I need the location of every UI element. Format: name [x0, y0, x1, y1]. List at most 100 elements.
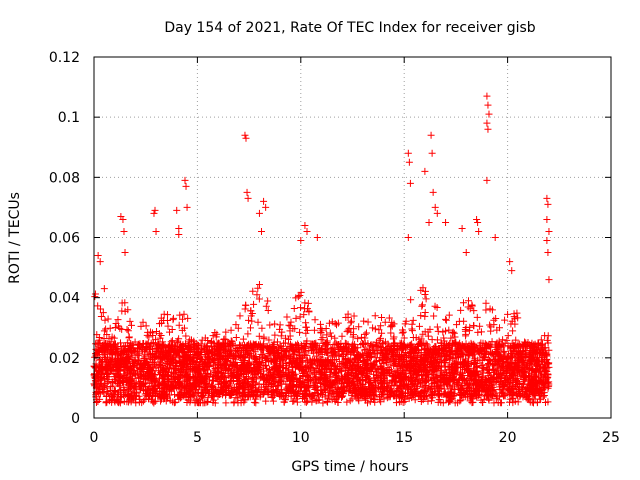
- data-point: [91, 293, 99, 301]
- data-point: [540, 364, 548, 372]
- data-point: [273, 355, 281, 363]
- data-point: [276, 321, 284, 329]
- data-point: [322, 324, 330, 332]
- data-point: [270, 378, 278, 386]
- data-point: [192, 346, 200, 354]
- data-point: [297, 288, 305, 296]
- data-point: [493, 393, 501, 401]
- data-point: [175, 390, 183, 398]
- data-point: [417, 349, 425, 357]
- data-points: [90, 92, 553, 407]
- data-point: [99, 309, 107, 317]
- data-point: [107, 391, 115, 399]
- data-point: [147, 389, 155, 397]
- data-point: [523, 384, 531, 392]
- data-point: [163, 376, 171, 384]
- data-point: [451, 399, 459, 407]
- data-point: [373, 338, 381, 346]
- data-point: [288, 372, 296, 380]
- data-point: [96, 305, 104, 313]
- data-point: [339, 359, 347, 367]
- data-point: [334, 344, 342, 352]
- data-point: [134, 340, 142, 348]
- data-point: [511, 315, 519, 323]
- data-point: [226, 351, 234, 359]
- data-point: [244, 380, 252, 388]
- data-point: [175, 321, 183, 329]
- data-point: [316, 361, 324, 369]
- data-point: [397, 362, 405, 370]
- data-point: [103, 371, 111, 379]
- data-point: [412, 334, 420, 342]
- data-point: [442, 346, 450, 354]
- data-point: [139, 346, 147, 354]
- data-point: [153, 347, 161, 355]
- data-point: [353, 358, 361, 366]
- data-point: [184, 314, 192, 322]
- data-point: [255, 295, 263, 303]
- data-point: [472, 359, 480, 367]
- data-point: [520, 342, 528, 350]
- data-point: [366, 398, 374, 406]
- data-point: [331, 396, 339, 404]
- data-point: [433, 336, 441, 344]
- data-point: [227, 392, 235, 400]
- data-point: [301, 387, 309, 395]
- data-point: [137, 369, 145, 377]
- data-point: [99, 345, 107, 353]
- data-point: [184, 341, 192, 349]
- data-point: [118, 307, 126, 315]
- data-point: [203, 366, 211, 374]
- data-point: [276, 392, 284, 400]
- data-point: [366, 354, 374, 362]
- data-point: [150, 371, 158, 379]
- data-point: [415, 322, 423, 330]
- data-point: [96, 390, 104, 398]
- data-point: [317, 328, 325, 336]
- data-point: [114, 355, 122, 363]
- data-point: [424, 397, 432, 405]
- data-point: [378, 356, 386, 364]
- data-point: [350, 325, 358, 333]
- data-point: [504, 350, 512, 358]
- data-point: [103, 370, 111, 378]
- data-point: [193, 395, 201, 403]
- data-point: [468, 301, 476, 309]
- data-point: [205, 390, 213, 398]
- data-point: [399, 351, 407, 359]
- data-point: [121, 299, 129, 307]
- data-point: [399, 326, 407, 334]
- data-point: [509, 394, 517, 402]
- data-point: [375, 326, 383, 334]
- data-point: [149, 340, 157, 348]
- data-point: [267, 388, 275, 396]
- data-point: [314, 396, 322, 404]
- data-point: [114, 389, 122, 397]
- data-point: [162, 359, 170, 367]
- data-point: [388, 318, 396, 326]
- data-point: [315, 363, 323, 371]
- data-point: [321, 371, 329, 379]
- data-point: [211, 399, 219, 407]
- data-point: [493, 339, 501, 347]
- data-point: [120, 360, 128, 368]
- data-point: [123, 339, 131, 347]
- data-point: [103, 331, 111, 339]
- data-point: [263, 342, 271, 350]
- data-point: [96, 339, 104, 347]
- data-point: [220, 369, 228, 377]
- data-point: [97, 313, 105, 321]
- data-point: [214, 368, 222, 376]
- data-point: [494, 356, 502, 364]
- data-point: [412, 358, 420, 366]
- data-point: [524, 394, 532, 402]
- data-point: [233, 351, 241, 359]
- data-point: [240, 358, 248, 366]
- data-point: [345, 379, 353, 387]
- data-point: [304, 299, 312, 307]
- data-point: [143, 331, 151, 339]
- data-point: [453, 363, 461, 371]
- data-point: [227, 341, 235, 349]
- data-point: [108, 333, 116, 341]
